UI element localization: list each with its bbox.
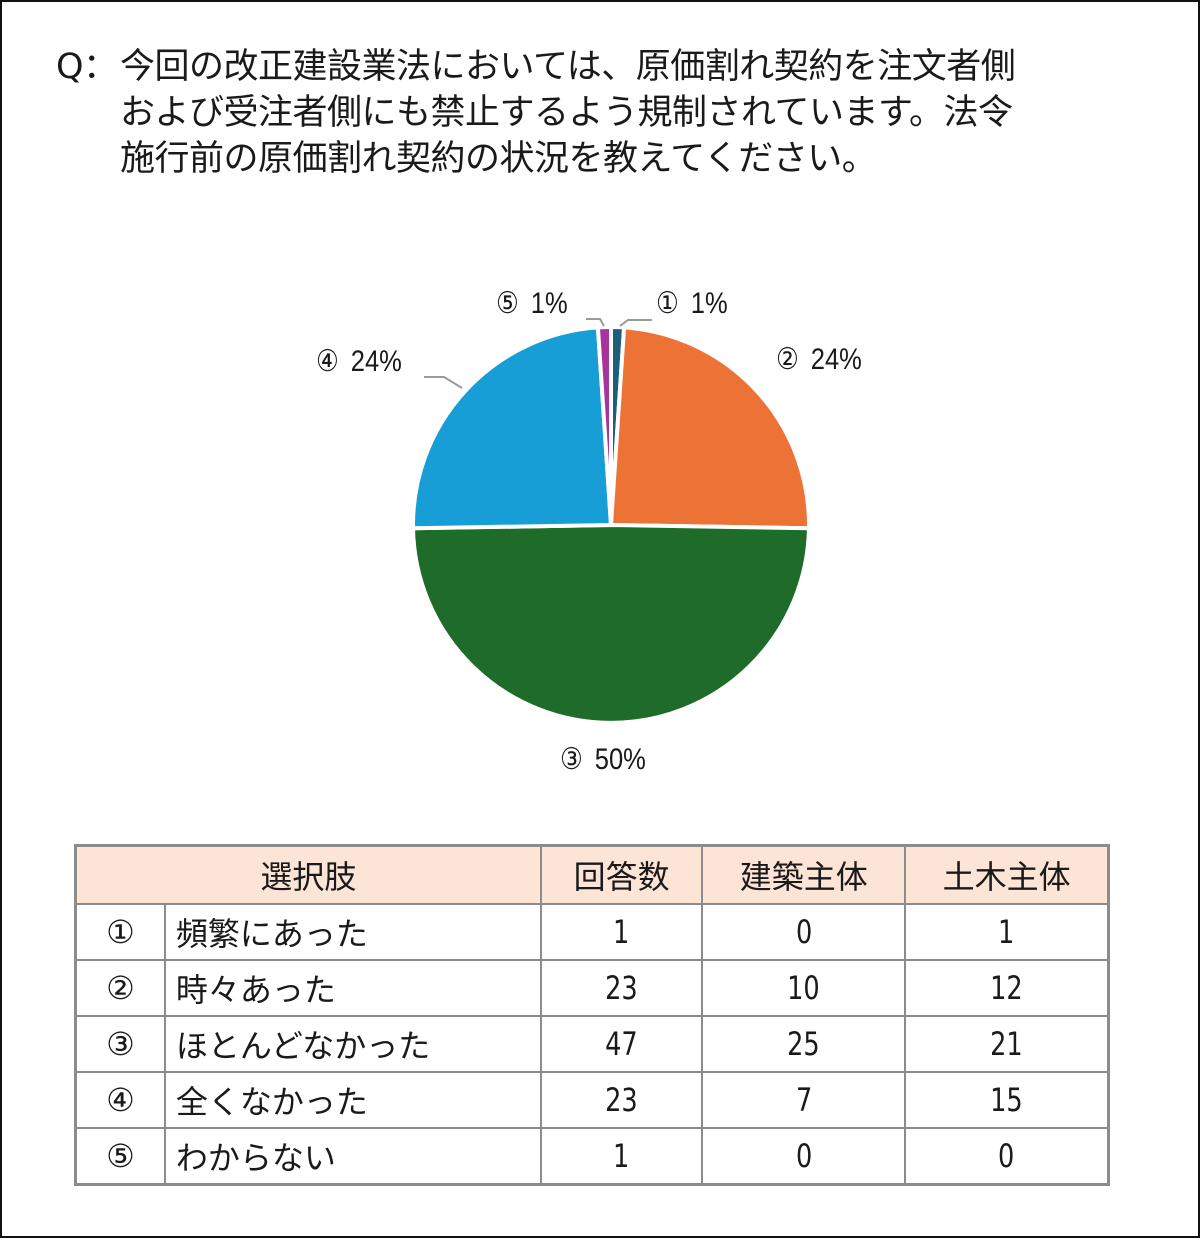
header-choice: 選択肢: [74, 844, 542, 905]
row-count: 47: [539, 1015, 704, 1073]
row-index: ⑤: [74, 1127, 166, 1186]
row-label: わからない: [163, 1127, 542, 1186]
table-header-row: 選択肢 回答数 建築主体 土木主体: [74, 844, 1110, 905]
results-table: 選択肢 回答数 建築主体 土木主体 ① 頻繁にあった 1 0 1 ② 時々あった…: [74, 844, 1110, 1186]
leader-line-1: [619, 319, 652, 327]
question-prefix: Q：: [56, 47, 118, 87]
question-line-1: 今回の改正建設業法においては、原価割れ契約を注文者側: [120, 47, 1016, 87]
pie-chart-svg: [411, 318, 811, 725]
table-row: ② 時々あった 23 10 12: [74, 959, 1110, 1017]
row-index: ①: [74, 903, 166, 961]
row-doboku: 1: [904, 903, 1110, 961]
pie-label-5: ⑤ 1%: [496, 287, 568, 320]
row-kenchiku: 25: [701, 1015, 907, 1073]
header-kenchiku: 建築主体: [701, 844, 907, 905]
pie-slice-5: [595, 324, 613, 527]
row-index: ④: [74, 1071, 166, 1129]
row-count: 1: [539, 1127, 704, 1186]
row-doboku: 21: [904, 1015, 1110, 1073]
row-kenchiku: 10: [701, 959, 907, 1017]
pie-slice-2: [609, 325, 811, 531]
row-kenchiku: 7: [701, 1071, 907, 1129]
question-line-3: 施行前の原価割れ契約の状況を教えてください。: [120, 139, 877, 179]
row-count: 1: [539, 903, 704, 961]
pie-label-4: ④ 24%: [316, 345, 402, 378]
pie-label-2: ② 24%: [776, 343, 862, 376]
pie-label-1: ① 1%: [656, 287, 728, 320]
pie-slice-4: [411, 325, 613, 531]
header-count: 回答数: [539, 844, 704, 905]
table-row: ⑤ わからない 1 0 0: [74, 1127, 1110, 1186]
survey-question: Q： 今回の改正建設業法においては、原価割れ契約を注文者側 および受注者側にも禁…: [56, 44, 1136, 182]
pie-chart: ① 1% ② 24% ③ 50% ④ 24% ⑤ 1%: [0, 260, 1200, 800]
row-kenchiku: 0: [701, 1127, 907, 1186]
pie-slice-3: [411, 523, 811, 725]
row-doboku: 15: [904, 1071, 1110, 1129]
row-label: 全くなかった: [163, 1071, 542, 1129]
question-line-2: および受注者側にも禁止するよう規制されています。法令: [120, 93, 1013, 133]
pie-label-3: ③ 50%: [560, 743, 646, 776]
table-row: ① 頻繁にあった 1 0 1: [74, 903, 1110, 961]
row-count: 23: [539, 959, 704, 1017]
row-doboku: 12: [904, 959, 1110, 1017]
leader-line-5: [586, 318, 605, 327]
leader-line-4: [424, 376, 463, 389]
row-index: ②: [74, 959, 166, 1017]
row-count: 23: [539, 1071, 704, 1129]
row-doboku: 0: [904, 1127, 1110, 1186]
table-row: ③ ほとんどなかった 47 25 21: [74, 1015, 1110, 1073]
row-label: ほとんどなかった: [163, 1015, 542, 1073]
row-index: ③: [74, 1015, 166, 1073]
row-label: 時々あった: [163, 959, 542, 1017]
row-kenchiku: 0: [701, 903, 907, 961]
table-row: ④ 全くなかった 23 7 15: [74, 1071, 1110, 1129]
row-label: 頻繁にあった: [163, 903, 542, 961]
header-doboku: 土木主体: [904, 844, 1110, 905]
